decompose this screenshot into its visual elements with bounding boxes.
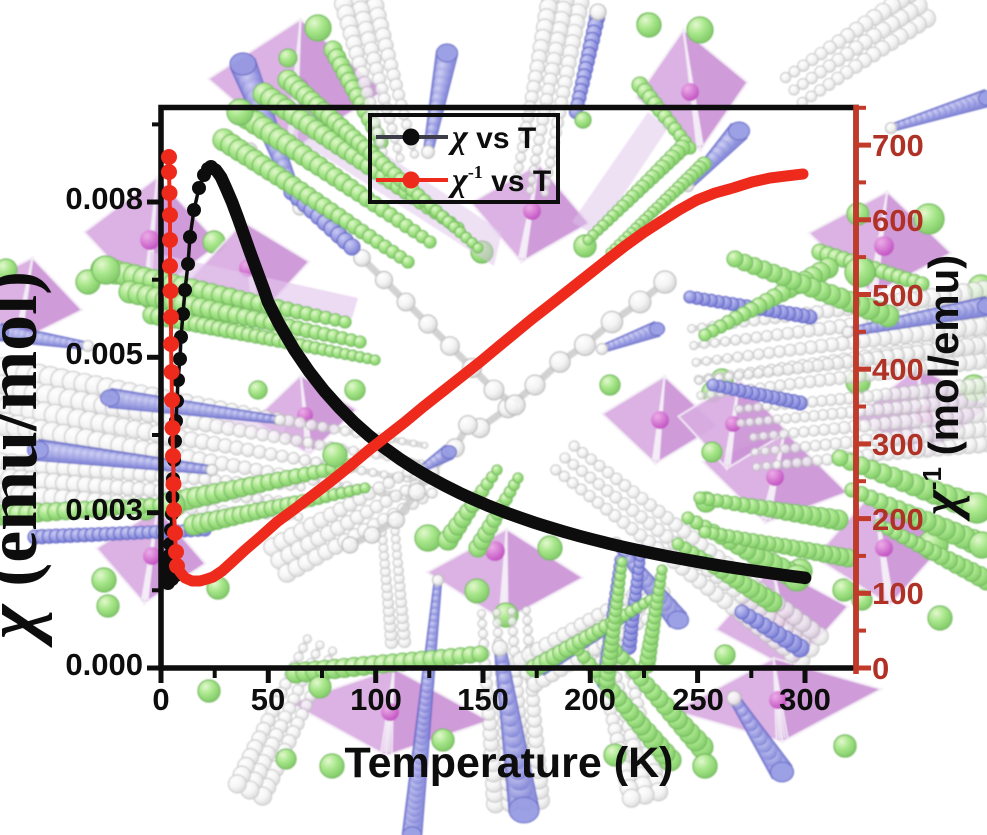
svg-text:200: 200 [564,682,616,717]
svg-text:500: 500 [872,278,924,313]
svg-text:150: 150 [457,682,509,717]
svg-text:0.005: 0.005 [65,336,143,371]
svg-text:0.003: 0.003 [65,492,143,527]
svg-text:100: 100 [350,682,402,717]
svg-text:300: 300 [872,427,924,462]
svg-text:0: 0 [872,651,889,686]
svg-text:250: 250 [672,682,724,717]
svg-text:Temperature (K): Temperature (K) [345,739,674,787]
svg-text:0: 0 [152,682,169,717]
svg-text:600: 600 [872,203,924,238]
svg-text:100: 100 [872,576,924,611]
svg-text:50: 50 [251,682,285,717]
svg-text:χ (emu/mol): χ (emu/mol) [0,271,53,648]
svg-text:0.008: 0.008 [65,181,143,216]
svg-text:300: 300 [779,682,831,717]
svg-text:0.000: 0.000 [65,647,143,682]
svg-text:χ vs T: χ vs T [448,119,536,156]
svg-text:400: 400 [872,352,924,387]
svg-text:χ-1 vs T: χ-1 vs T [448,162,551,199]
svg-text:700: 700 [872,128,924,163]
